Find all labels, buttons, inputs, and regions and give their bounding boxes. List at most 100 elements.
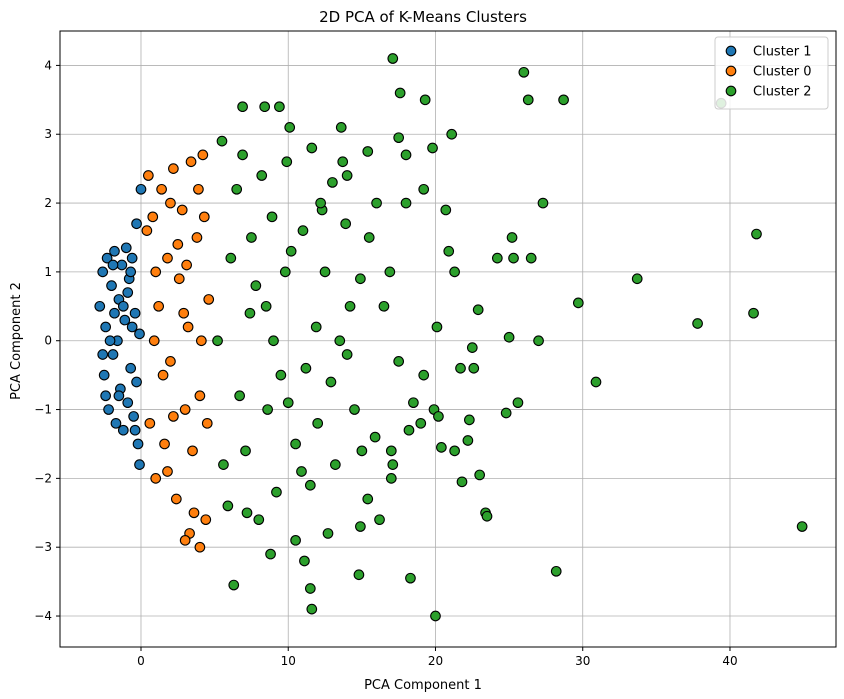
scatter-point-cluster-1 [132,438,144,450]
scatter-point-cluster-2 [148,335,160,347]
scatter-point-cluster-3 [244,307,256,319]
scatter-point-cluster-1 [97,349,109,360]
scatter-point-cluster-1 [101,252,113,264]
scatter-point-cluster-2 [185,156,197,168]
scatter-point-cluster-3 [468,362,480,374]
scatter-point-cluster-3 [385,473,397,484]
scatter-point-cluster-1 [135,183,147,195]
scatter-point-cluster-3 [394,87,406,99]
scatter-point-cluster-2 [153,300,165,312]
scatter-point-cluster-3 [369,431,381,443]
x-tick-label: 30 [575,654,590,668]
scatter-point-cluster-3 [306,603,318,615]
scatter-point-cluster-1 [98,369,110,381]
scatter-point-cluster-3 [449,266,460,278]
scatter-points [94,53,808,622]
scatter-point-cluster-1 [97,266,109,278]
y-tick-label: 1 [44,265,52,279]
scatter-point-cluster-3 [290,534,301,546]
scatter-point-cluster-3 [631,273,643,285]
scatter-point-cluster-3 [446,128,458,140]
scatter-point-cluster-3 [419,94,431,106]
scatter-point-cluster-3 [440,204,452,216]
scatter-point-cluster-2 [179,404,191,415]
scatter-point-cluster-3 [341,349,353,360]
scatter-point-cluster-3 [246,232,257,243]
x-tick-label: 0 [137,654,145,668]
scatter-point-cluster-2 [165,197,176,209]
y-tick-label: −4 [34,609,52,623]
scatter-point-cluster-3 [393,132,405,144]
scatter-point-cluster-3 [455,362,466,374]
scatter-point-cluster-3 [384,266,396,278]
scatter-point-cluster-2 [191,232,203,243]
scatter-point-cluster-2 [150,266,162,278]
scatter-point-cluster-3 [222,500,234,512]
scatter-point-cluster-3 [436,442,447,453]
x-tick-label: 20 [428,654,443,668]
scatter-point-cluster-2 [179,534,191,546]
scatter-point-cluster-3 [449,445,460,457]
scatter-point-cluster-3 [256,170,268,181]
scatter-point-cluster-3 [285,245,297,257]
scatter-point-cluster-3 [512,397,524,409]
scatter-point-cluster-3 [500,407,512,419]
scatter-point-cluster-3 [508,252,519,264]
scatter-point-cluster-3 [299,555,310,567]
scatter-point-cluster-2 [193,183,204,195]
scatter-point-cluster-3 [212,335,223,347]
scatter-point-cluster-3 [259,101,271,113]
scatter-point-cluster-3 [281,156,293,168]
scatter-point-cluster-3 [228,579,240,591]
scatter-point-cluster-3 [337,156,349,168]
scatter-point-cluster-3 [362,146,374,157]
scatter-point-cluster-2 [178,307,190,319]
scatter-point-cluster-3 [325,376,337,388]
scatter-point-cluster-1 [110,417,122,429]
scatter-point-cluster-3 [304,479,316,491]
scatter-point-cluster-2 [141,225,153,236]
scatter-point-cluster-2 [176,204,188,216]
scatter-point-cluster-1 [100,390,111,402]
scatter-point-cluster-2 [170,493,182,505]
scatter-point-cluster-3 [240,445,251,457]
scatter-point-cluster-1 [129,424,141,436]
scatter-point-cluster-3 [387,53,399,64]
scatter-point-cluster-1 [113,390,125,402]
legend: Cluster 1 Cluster 0 Cluster 2 [714,36,829,110]
scatter-point-cluster-3 [418,183,430,195]
scatter-point-cluster-3 [334,335,346,347]
legend-label: Cluster 0 [753,65,812,80]
scatter-point-cluster-3 [341,170,353,181]
scatter-point-cluster-3 [306,142,318,154]
legend-marker [725,65,737,77]
scatter-point-cluster-3 [506,232,518,243]
scatter-point-cluster-2 [187,445,198,457]
scatter-point-cluster-2 [196,335,207,347]
scatter-point-cluster-3 [216,135,228,147]
scatter-point-cluster-3 [503,331,515,343]
scatter-point-cluster-1 [122,287,134,298]
scatter-point-cluster-3 [474,469,486,481]
scatter-point-cluster-3 [284,122,296,133]
scatter-point-cluster-2 [182,321,194,333]
scatter-point-cluster-2 [144,417,156,429]
scatter-point-cluster-3 [234,390,245,402]
scatter-point-cluster-3 [330,459,341,470]
scatter-point-cluster-3 [405,572,416,584]
scatter-point-cluster-3 [443,245,455,257]
scatter-point-cluster-3 [356,445,368,457]
scatter-point-cluster-2 [159,438,170,450]
scatter-point-cluster-3 [262,404,273,415]
scatter-point-cluster-1 [94,300,106,312]
scatter-point-cluster-3 [327,177,338,188]
scatter-point-cluster-3 [279,266,291,278]
scatter-point-cluster-1 [100,321,111,333]
scatter-point-cluster-3 [408,397,419,409]
scatter-point-cluster-3 [353,569,365,581]
gridlines [60,31,836,647]
scatter-point-cluster-3 [322,528,334,539]
scatter-point-cluster-3 [590,376,602,388]
scatter-point-cluster-2 [200,514,212,526]
